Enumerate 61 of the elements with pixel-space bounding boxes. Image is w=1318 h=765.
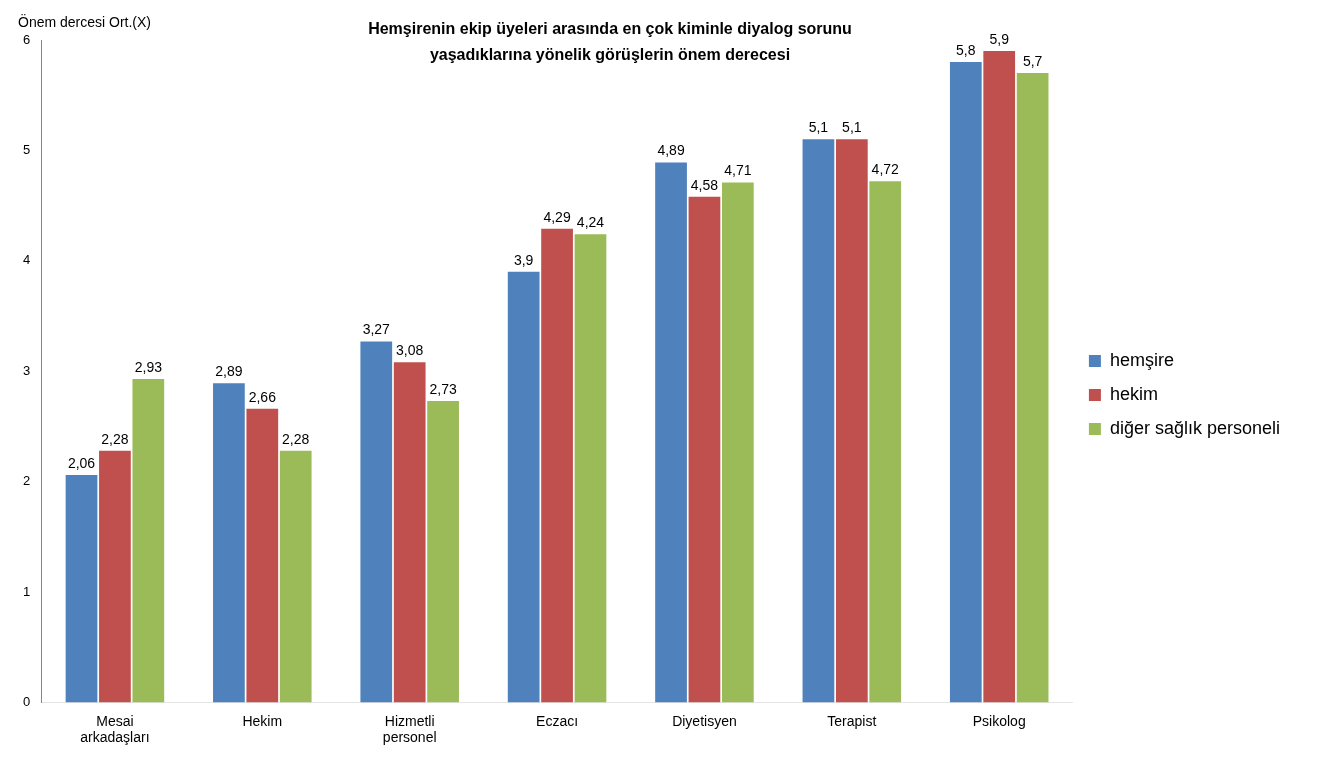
data-label: 4,71 [724, 162, 752, 179]
data-label: 2,89 [215, 363, 243, 380]
data-label: 2,28 [282, 430, 310, 447]
data-label: 4,24 [576, 214, 605, 231]
y-tick-label: 4 [23, 252, 31, 268]
data-label: 5,7 [1022, 52, 1043, 69]
bar [688, 196, 721, 703]
data-label: 2,66 [248, 388, 277, 405]
bar [393, 362, 426, 703]
data-label: 4,72 [871, 161, 900, 178]
x-tick-label: Terapist [827, 712, 877, 729]
bar [655, 162, 687, 703]
y-tick-label: 0 [23, 693, 31, 709]
x-tick-label: Mesai arkadaşları [80, 712, 150, 746]
bar [360, 341, 393, 703]
x-tick-label: Hekim [242, 712, 283, 729]
bar [835, 139, 868, 703]
x-tick-label: Hizmetli personel [382, 712, 437, 746]
bar [65, 474, 98, 703]
legend-label: hekim [1109, 383, 1158, 404]
bar [574, 234, 607, 703]
data-label: 2,06 [67, 454, 96, 471]
bar [983, 51, 1016, 703]
legend-label: hemşire [1109, 349, 1174, 370]
bar [427, 401, 459, 703]
x-tick-label: Eczacı [536, 712, 579, 729]
bar [213, 383, 245, 703]
data-label: 4,89 [657, 142, 685, 159]
data-label: 3,08 [396, 342, 424, 359]
bar [99, 450, 131, 703]
bar [949, 62, 982, 703]
bar [541, 228, 573, 703]
data-label: 2,73 [429, 380, 457, 397]
y-tick-label: 2 [23, 473, 31, 489]
data-label: 3,27 [362, 321, 391, 338]
bar [279, 450, 312, 703]
data-label: 5,1 [842, 119, 862, 136]
bar [721, 182, 754, 703]
data-label: 5,1 [808, 119, 829, 136]
x-tick-label: Psikolog [972, 712, 1026, 729]
data-label: 5,9 [989, 30, 1010, 47]
data-label: 2,93 [134, 358, 163, 375]
y-tick-label: 3 [23, 362, 31, 378]
bar [246, 408, 279, 703]
data-label: 5,8 [956, 41, 976, 58]
bar [132, 378, 165, 703]
data-label: 4,29 [543, 208, 571, 225]
bar [869, 181, 902, 703]
bar [1016, 73, 1049, 703]
y-tick-label: 6 [23, 31, 31, 47]
bar [507, 271, 540, 703]
data-label: 3,9 [513, 251, 534, 268]
data-label: 2,28 [101, 430, 129, 447]
y-axis-title: Önem dercesi Ort.(X) [18, 14, 152, 30]
y-tick-label: 5 [23, 141, 31, 157]
data-label: 4,58 [690, 176, 719, 193]
bar [802, 139, 835, 703]
legend-label: diğer sağlık personeli [1109, 417, 1281, 438]
chart-title: Hemşirenin ekip üyeleri arasında en çok kiminle diyalog sorunu yaşadıklarına yönelik görüşlerin önem derecesi [367, 19, 853, 65]
x-tick-label: Diyetisyen [672, 712, 737, 729]
y-tick-label: 1 [23, 583, 31, 599]
